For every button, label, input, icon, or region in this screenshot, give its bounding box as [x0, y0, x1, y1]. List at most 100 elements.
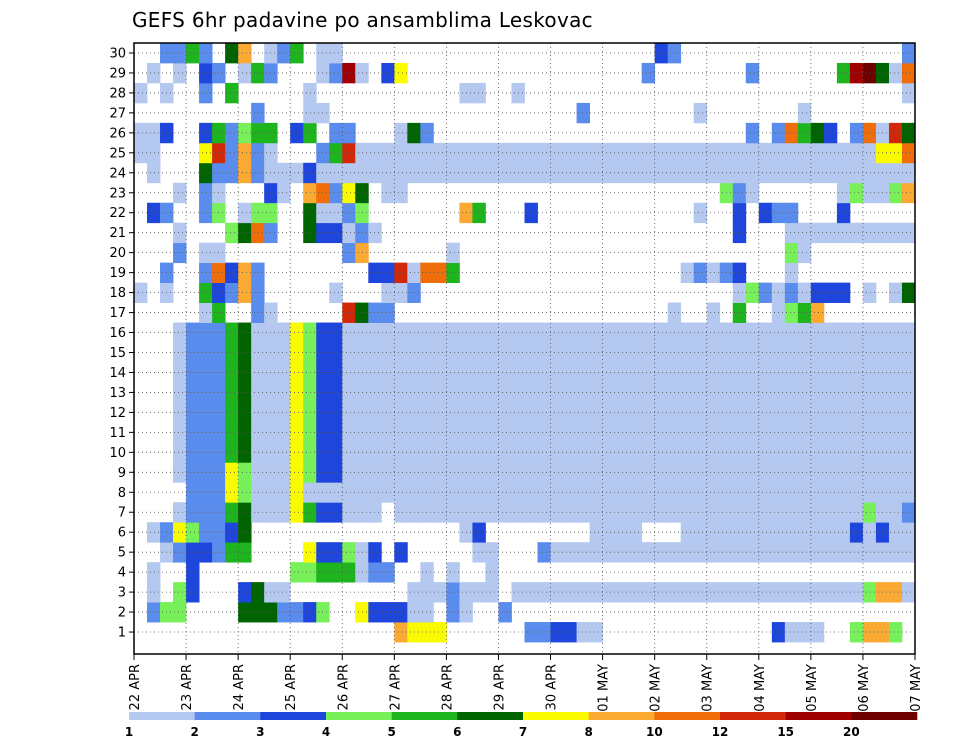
cell-member-11-step-30	[524, 422, 538, 443]
cell-member-9-step-4	[186, 462, 200, 483]
colorbar-label: 7	[519, 725, 527, 739]
cell-member-8-step-20	[394, 482, 408, 503]
cell-member-24-step-27	[485, 162, 499, 184]
cell-member-19-step-19	[381, 262, 395, 284]
cell-member-13-step-47	[745, 382, 760, 403]
cell-member-24-step-42	[680, 162, 695, 184]
cell-member-16-step-3	[173, 322, 187, 343]
cell-member-16-step-48	[758, 322, 773, 343]
cell-member-13-step-38	[628, 382, 643, 403]
cell-member-8-step-40	[654, 482, 669, 503]
y-tick-label: 24	[109, 166, 126, 181]
x-tick-label: 02 MAY	[649, 664, 664, 712]
cell-member-14-step-11	[277, 362, 291, 383]
cell-member-3-step-48	[758, 582, 773, 603]
cell-member-3-step-22	[420, 582, 434, 603]
cell-member-15-step-15	[329, 342, 343, 363]
cell-member-24-step-20	[394, 162, 408, 184]
cell-member-5-step-26	[472, 542, 486, 563]
cell-member-16-step-32	[550, 322, 564, 343]
cell-member-2-step-20	[394, 602, 408, 623]
cell-member-9-step-31	[537, 462, 551, 483]
cell-member-16-step-50	[784, 322, 799, 343]
cell-member-10-step-18	[368, 442, 382, 463]
cell-member-9-step-3	[173, 462, 187, 483]
cell-member-12-step-38	[628, 402, 643, 423]
cell-member-13-step-23	[433, 382, 447, 403]
cell-member-5-step-59	[901, 542, 916, 563]
cell-member-22-step-30	[524, 202, 538, 224]
cell-member-7-step-24	[446, 502, 460, 523]
cell-member-12-step-5	[199, 402, 213, 423]
cell-member-16-step-19	[381, 322, 395, 343]
cell-member-25-step-43	[693, 142, 708, 164]
cell-member-12-step-7	[225, 402, 239, 423]
cell-member-11-step-23	[433, 422, 447, 443]
cell-member-17-step-18	[368, 302, 382, 323]
cell-member-11-step-48	[758, 422, 773, 443]
cell-member-7-step-13	[303, 502, 317, 523]
cell-member-14-step-18	[368, 362, 382, 383]
cell-member-25-step-44	[706, 142, 721, 164]
cell-member-9-step-27	[485, 462, 499, 483]
cell-member-16-step-30	[524, 322, 538, 343]
cell-member-19-step-43	[693, 262, 708, 284]
cell-member-22-step-48	[758, 202, 773, 224]
cell-member-23-step-13	[303, 182, 317, 204]
cell-member-5-step-44	[706, 542, 721, 563]
cell-member-25-step-28	[498, 142, 512, 164]
cell-member-1-step-20	[394, 622, 408, 643]
cell-member-8-step-42	[680, 482, 695, 503]
cell-member-4-step-13	[303, 562, 317, 583]
cell-member-21-step-15	[329, 222, 343, 244]
cell-member-15-step-39	[641, 342, 656, 363]
cell-member-19-step-5	[199, 262, 213, 284]
cell-member-8-step-36	[602, 482, 617, 503]
cell-member-24-step-16	[342, 162, 356, 184]
cell-member-24-step-15	[329, 162, 343, 184]
cell-member-20-step-3	[173, 242, 187, 264]
cell-member-7-step-52	[810, 502, 825, 523]
cell-member-30-step-7	[225, 43, 239, 64]
cell-member-16-step-35	[589, 322, 603, 343]
cell-member-29-step-39	[641, 62, 656, 84]
cell-member-13-step-16	[342, 382, 356, 403]
cell-member-6-step-55	[849, 522, 864, 543]
cell-member-7-step-47	[745, 502, 760, 523]
cell-member-12-step-34	[576, 402, 590, 423]
cell-member-8-step-59	[901, 482, 916, 503]
cell-member-10-step-58	[888, 442, 903, 463]
cell-member-11-step-3	[173, 422, 187, 443]
cell-member-24-step-17	[355, 162, 369, 184]
cell-member-29-step-9	[251, 62, 265, 84]
y-axis: 1234567891011121314151617181920212223242…	[109, 46, 134, 641]
cell-member-12-step-15	[329, 402, 343, 423]
cell-member-13-step-13	[303, 382, 317, 403]
cell-member-5-step-20	[394, 542, 408, 563]
cell-member-10-step-26	[472, 442, 486, 463]
cell-member-29-step-3	[173, 62, 187, 84]
y-tick-label: 23	[109, 186, 126, 201]
cell-member-10-step-34	[576, 442, 590, 463]
cell-member-6-step-47	[745, 522, 760, 543]
cell-member-9-step-24	[446, 462, 460, 483]
cell-member-12-step-47	[745, 402, 760, 423]
cell-member-5-step-4	[186, 542, 200, 563]
cell-member-9-step-13	[303, 462, 317, 483]
cell-member-12-step-23	[433, 402, 447, 423]
cell-member-8-step-50	[784, 482, 799, 503]
cell-member-16-step-52	[810, 322, 825, 343]
cell-member-15-step-44	[706, 342, 721, 363]
cell-member-26-step-55	[849, 122, 864, 144]
cell-member-14-step-12	[290, 362, 304, 383]
cell-member-18-step-20	[394, 282, 408, 303]
cell-member-7-step-36	[602, 502, 617, 523]
cell-member-25-step-27	[485, 142, 499, 164]
cell-member-10-step-9	[251, 442, 265, 463]
cell-member-11-step-36	[602, 422, 617, 443]
cell-member-28-step-0	[134, 82, 148, 104]
cell-member-7-step-15	[329, 502, 343, 523]
cell-member-14-step-47	[745, 362, 760, 383]
cell-member-30-step-8	[238, 43, 252, 64]
cell-member-19-step-7	[225, 262, 239, 284]
